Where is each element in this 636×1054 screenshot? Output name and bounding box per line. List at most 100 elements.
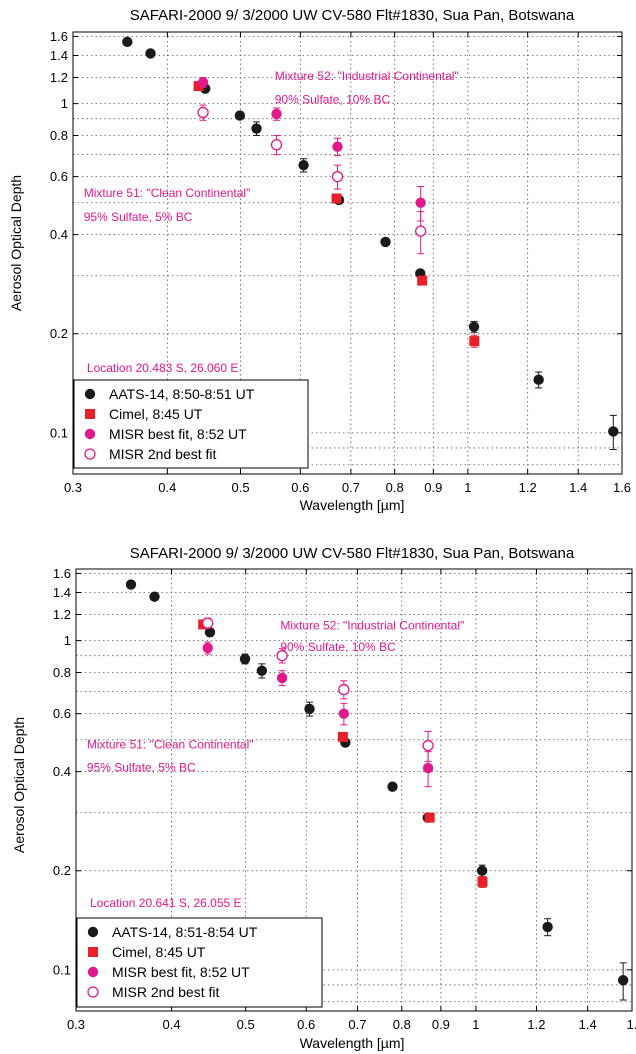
x-tick-label: 0.8 — [393, 1017, 411, 1032]
legend-marker — [84, 448, 96, 460]
data-point — [122, 36, 133, 48]
data-point — [202, 617, 214, 629]
chart-bottom: SAFARI-2000 9/ 3/2000 UW CV-580 Flt#1830… — [11, 545, 636, 1051]
annotation: Location 20.483 S, 26.060 E — [87, 361, 238, 375]
x-tick-label: 0.7 — [348, 1017, 366, 1032]
x-tick-label: 0.5 — [231, 480, 249, 495]
annotation: Mixture 51: "Clean Continental" — [84, 186, 251, 200]
x-tick-label: 1 — [472, 1017, 479, 1032]
x-tick-label: 1.2 — [527, 1017, 545, 1032]
data-point — [331, 171, 344, 183]
data-point — [271, 108, 282, 120]
data-point — [193, 81, 204, 92]
data-point — [270, 139, 283, 151]
x-tick-label: 0.5 — [237, 1017, 255, 1032]
plot-frame — [75, 568, 633, 1012]
annotation: 90% Sulfate, 10% BC — [280, 640, 396, 654]
data-point — [204, 627, 216, 638]
data-point — [145, 48, 156, 59]
y-tick-label: 1.4 — [50, 48, 68, 63]
data-point — [468, 321, 480, 332]
annotation: Mixture 52: "Industrial Continental" — [280, 619, 464, 633]
x-axis-label: Wavelength [µm] — [300, 1035, 405, 1051]
data-point — [197, 106, 209, 119]
x-tick-label: 0.4 — [158, 480, 176, 495]
annotation: 90% Sulfate, 10% BC — [275, 93, 391, 107]
data-point — [422, 762, 434, 774]
data-point — [469, 336, 480, 347]
annotation: 95% Sulfate, 5% BC — [84, 210, 193, 224]
y-tick-label: 0.1 — [50, 425, 68, 440]
data-point — [542, 921, 553, 933]
legend-label: MISR best fit, 8:52 UT — [112, 964, 250, 980]
legend-label: MISR best fit, 8:52 UT — [109, 426, 247, 442]
data-point — [202, 642, 213, 654]
y-tick-label: 1.2 — [53, 607, 71, 622]
data-point — [422, 739, 434, 752]
annotation: 95% Sulfate, 5% BC — [87, 761, 196, 775]
x-tick-label: 1.6 — [613, 480, 631, 495]
data-point — [338, 683, 350, 696]
legend-label: AATS-14, 8:50-8:51 UT — [109, 386, 255, 402]
data-point — [276, 650, 288, 662]
chart-title: SAFARI-2000 9/ 3/2000 UW CV-580 Flt#1830… — [130, 7, 575, 24]
x-tick-label: 0.6 — [291, 480, 309, 495]
x-tick-label: 0.6 — [297, 1017, 315, 1032]
data-point — [125, 579, 137, 590]
plot-area: 0.3 0.4 0.5 0.6 0.7 0.8 0.9 1 1.2 1.4 1.6 0.1 0.2 0.4… — [50, 29, 631, 495]
data-point — [380, 236, 391, 248]
data-point — [476, 865, 488, 876]
data-point — [338, 708, 350, 719]
data-point — [251, 123, 262, 134]
data-point — [415, 197, 426, 208]
y-tick-label: 0.2 — [53, 863, 71, 878]
data-point — [234, 110, 246, 121]
data-point — [276, 672, 288, 684]
annotation: Mixture 51: "Clean Continental" — [87, 738, 254, 752]
legend-label: MISR 2nd best fit — [109, 446, 216, 462]
x-tick-label: 1 — [464, 480, 471, 495]
data-point — [608, 426, 619, 437]
y-tick-label: 0.4 — [53, 764, 71, 779]
data-point — [149, 591, 160, 602]
legend-marker — [87, 986, 99, 998]
legend: AATS-14, 8:51-8:54 UT Cimel, 8:45 UT MISR … — [76, 917, 323, 1008]
data-point — [415, 225, 427, 237]
data-point — [387, 781, 398, 792]
legend: AATS-14, 8:50-8:51 UT Cimel, 8:45 UT MISR … — [73, 379, 309, 469]
data-point — [304, 703, 315, 715]
legend-marker — [87, 926, 99, 938]
legend-label: Cimel, 8:45 UT — [109, 406, 203, 422]
x-tick-label: 0.7 — [342, 480, 360, 495]
y-axis-label: Aerosol Optical Depth — [8, 175, 24, 311]
data-point — [332, 141, 343, 152]
x-tick-label: 1.4 — [569, 480, 587, 495]
plot-area: 0.3 0.4 0.5 0.6 0.7 0.8 0.9 1 1.2 1.4 1. 0.1 0.2 0.4 0… — [53, 566, 636, 1032]
y-tick-label: 0.8 — [53, 665, 71, 680]
y-tick-label: 0.1 — [53, 962, 71, 977]
legend-box — [76, 917, 323, 1008]
x-tick-label: 1.2 — [519, 480, 537, 495]
x-tick-label: 1.4 — [579, 1017, 597, 1032]
x-tick-label: 0.9 — [432, 1017, 450, 1032]
y-tick-label: 1.4 — [53, 585, 71, 600]
plot-frame — [72, 31, 623, 475]
legend-marker — [88, 947, 98, 957]
legend-marker — [84, 388, 96, 400]
data-point — [617, 975, 629, 986]
data-point — [417, 275, 428, 286]
y-tick-label: 1.2 — [50, 70, 68, 85]
y-axis-label: Aerosol Optical Depth — [11, 717, 27, 853]
legend-box — [73, 379, 309, 469]
data-point — [477, 876, 488, 887]
annotation: Mixture 52: "Industrial Continental" — [275, 69, 459, 83]
data-point — [424, 812, 435, 823]
legend-marker — [87, 966, 99, 978]
x-tick-label: 0.3 — [64, 480, 82, 495]
legend-label: MISR 2nd best fit — [112, 984, 219, 1000]
y-tick-label: 0.2 — [50, 326, 68, 341]
y-tick-label: 1.6 — [50, 29, 68, 44]
data-point — [239, 653, 251, 665]
data-point — [298, 160, 309, 171]
y-tick-label: 0.6 — [50, 169, 68, 184]
